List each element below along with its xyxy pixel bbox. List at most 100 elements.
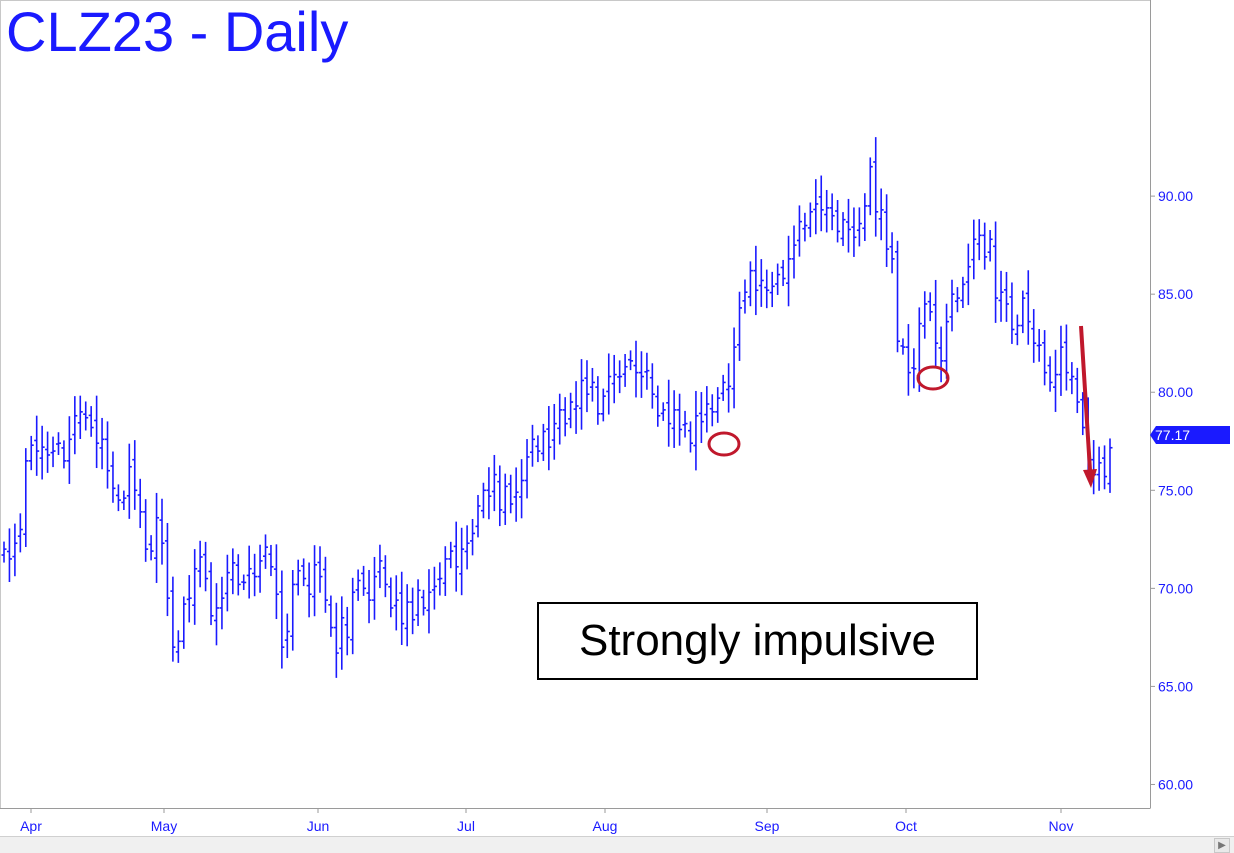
scroll-right-arrow-icon[interactable]: ▶ (1214, 838, 1230, 853)
horizontal-scrollbar[interactable]: ▶ (0, 836, 1234, 853)
ohlc-bar (317, 546, 323, 593)
ohlc-bar (987, 229, 993, 262)
ohlc-bar (584, 360, 590, 413)
ohlc-bar (83, 401, 89, 431)
ohlc-bar (829, 193, 835, 231)
ohlc-bar (322, 556, 328, 613)
ohlc-bar (835, 200, 841, 243)
ohlc-bar (933, 279, 939, 369)
ohlc-bar (426, 569, 432, 634)
ohlc-bar (164, 522, 170, 617)
ohlc-bar (159, 498, 165, 565)
ohlc-bar (431, 566, 437, 610)
ohlc-bar (508, 474, 514, 514)
ohlc-bar (399, 571, 405, 646)
ohlc-bar (895, 240, 901, 353)
ohlc-bar (693, 390, 699, 471)
ohlc-bar (328, 595, 334, 637)
x-tick-label: Aug (593, 818, 618, 834)
ohlc-bar (224, 554, 230, 612)
ohlc-bar (753, 245, 759, 316)
ohlc-bar (840, 212, 846, 247)
x-tick-label: Jun (307, 818, 330, 834)
ohlc-bar (235, 554, 241, 596)
ohlc-bar (1009, 282, 1015, 344)
ohlc-bar (579, 359, 585, 430)
ohlc-bar (415, 579, 421, 627)
ohlc-bar (1020, 290, 1026, 334)
ohlc-bar (268, 544, 274, 577)
ohlc-bar (273, 544, 279, 620)
ohlc-bar (464, 525, 470, 570)
ohlc-bar (312, 545, 318, 617)
ohlc-bar (115, 484, 121, 512)
x-tick-label: Oct (895, 818, 917, 834)
ohlc-bar (77, 395, 83, 440)
y-tick-label: 85.00 (1158, 286, 1193, 302)
ohlc-bar (622, 354, 628, 387)
ohlc-bar (143, 499, 149, 562)
ohlc-bar (208, 562, 214, 626)
ohlc-bar (965, 243, 971, 306)
ohlc-bar (513, 467, 519, 522)
ohlc-bar (862, 193, 868, 242)
ohlc-bar (786, 235, 792, 307)
ohlc-bar (606, 353, 612, 415)
ohlc-bar (802, 212, 808, 242)
ohlc-bar (502, 473, 508, 525)
ohlc-bar (960, 276, 966, 309)
ohlc-bar (279, 570, 285, 669)
ohlc-bar (660, 402, 666, 421)
ohlc-bar (971, 219, 977, 280)
ohlc-bar (1, 541, 7, 563)
ohlc-bar (982, 222, 988, 270)
ohlc-bar (437, 562, 443, 596)
ohlc-bar (818, 175, 824, 232)
ohlc-bar (366, 569, 372, 624)
ohlc-bar (856, 207, 862, 247)
ohlc-bar (497, 465, 503, 527)
ohlc-bar (1058, 325, 1064, 396)
ohlc-bar (121, 490, 127, 511)
ohlc-bar (154, 492, 160, 583)
ohlc-bar (88, 406, 94, 437)
ohlc-bar (747, 261, 753, 307)
ohlc-bar (540, 423, 546, 461)
ohlc-bar (23, 448, 29, 547)
ohlc-bar (1047, 356, 1053, 392)
ohlc-bar (333, 602, 339, 678)
ohlc-bar (1031, 309, 1037, 363)
ohlc-bar (845, 198, 851, 253)
x-tick-label: Jul (457, 818, 475, 834)
ohlc-bar (600, 388, 606, 422)
ohlc-bar (421, 589, 427, 616)
ohlc-bar (1025, 270, 1031, 345)
ohlc-bar (361, 565, 367, 596)
ohlc-bar (1069, 362, 1075, 395)
ohlc-bars (1, 137, 1113, 678)
ohlc-bar (132, 440, 138, 510)
ohlc-bar (350, 577, 356, 655)
ohlc-bar (628, 350, 634, 371)
ohlc-bar (851, 207, 857, 257)
ohlc-bar (290, 569, 296, 651)
y-tick-label: 75.00 (1158, 482, 1193, 498)
ohlc-bar (715, 387, 721, 423)
ohlc-bar (301, 558, 307, 587)
ohlc-bar (459, 527, 465, 596)
x-tick-label: May (151, 818, 177, 834)
ohlc-bar (649, 363, 655, 409)
ohlc-bar (257, 544, 263, 593)
y-tick-label: 90.00 (1158, 188, 1193, 204)
ohlc-bar (475, 494, 481, 538)
ohlc-bar (1096, 446, 1102, 491)
ohlc-bar (17, 513, 23, 553)
ohlc-bar (900, 338, 906, 355)
ohlc-bar (737, 291, 743, 361)
ohlc-bar (284, 613, 290, 659)
ohlc-bar (666, 379, 672, 447)
ohlc-bar (382, 555, 388, 598)
ohlc-bar (442, 546, 448, 596)
ohlc-bar (126, 443, 132, 519)
